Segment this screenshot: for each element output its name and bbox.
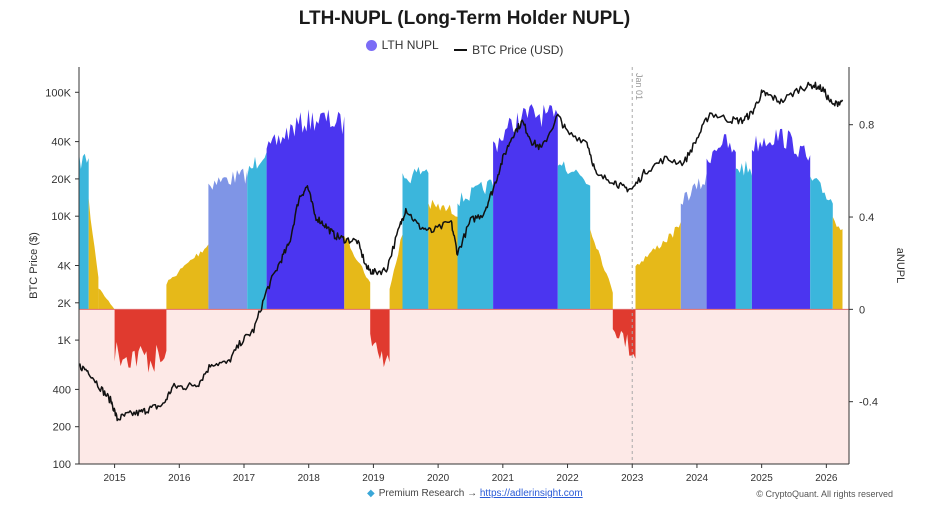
diamond-icon: ◆	[367, 488, 375, 499]
left-tick-label: 1K	[58, 335, 72, 347]
left-tick-label: 10K	[51, 211, 71, 223]
nupl-segment-optimism	[810, 176, 833, 310]
x-tick-label: 2019	[362, 473, 385, 484]
x-tick-label: 2021	[492, 473, 515, 484]
nupl-segment-hope_fear	[832, 216, 843, 310]
nupl-segment-hope_fear	[389, 234, 403, 310]
left-tick-label: 4K	[58, 261, 72, 273]
x-tick-label: 2026	[815, 473, 838, 484]
x-tick-label: 2015	[103, 473, 126, 484]
right-tick-label: 0.8	[859, 120, 874, 132]
nupl-segment-optimism	[735, 160, 752, 310]
right-tick-label: 0.4	[859, 212, 874, 224]
nupl-segment-euphoria	[266, 109, 345, 310]
legend-label-lth-nupl: LTH NUPL	[381, 38, 439, 52]
nupl-segment-euphoria	[493, 104, 558, 310]
nupl-segment-hope_fear	[590, 229, 613, 310]
nupl-segment-euphoria	[751, 128, 811, 310]
x-tick-label: 2020	[427, 473, 450, 484]
nupl-segment-optimism	[402, 166, 429, 310]
promo-footer: ◆ Premium Research → https://adlerinsight…	[367, 488, 583, 499]
x-tick-label: 2017	[233, 473, 256, 484]
nupl-segment-capitulation	[612, 309, 636, 359]
nupl-segment-euphoria	[706, 134, 736, 310]
nupl-segment-hope_fear	[428, 199, 458, 310]
x-tick-label: 2016	[168, 473, 191, 484]
left-tick-label: 200	[53, 422, 71, 434]
nupl-segment-hope_fear	[635, 221, 681, 310]
x-tick-label: 2018	[298, 473, 321, 484]
left-tick-label: 400	[53, 384, 71, 396]
nupl-segment-optimism	[79, 152, 89, 310]
nupl-segment-hope_fear	[98, 288, 115, 310]
nupl-segment-hope_fear	[88, 198, 99, 310]
x-tick-label: 2023	[621, 473, 644, 484]
nupl-segment-hope_fear	[344, 235, 371, 310]
legend-item-btc-price[interactable]: BTC Price (USD)	[454, 43, 563, 57]
promo-link[interactable]: https://adlerinsight.com	[479, 488, 583, 499]
nupl-segment-optimism	[247, 152, 267, 310]
x-tick-label: 2025	[751, 473, 774, 484]
nupl-segment-belief	[208, 168, 248, 310]
nupl-segment-optimism	[557, 161, 591, 310]
left-tick-label: 100K	[45, 87, 71, 99]
left-tick-label: 100	[53, 459, 71, 471]
legend-label-btc-price: BTC Price (USD)	[472, 42, 564, 57]
chart-title: LTH-NUPL (Long-Term Holder NUPL)	[298, 8, 631, 29]
legend-item-lth-nupl[interactable]: LTH NUPL	[365, 38, 439, 52]
legend-dot-icon	[365, 39, 377, 51]
negative-zone-background	[79, 309, 849, 464]
right-axis-title: aNUPL	[894, 248, 906, 283]
left-tick-label: 20K	[51, 174, 71, 186]
promo-text: Premium Research →	[378, 488, 478, 499]
copyright-text: © CryptoQuant. All rights reserved	[756, 489, 893, 499]
left-tick-label: 40K	[51, 137, 71, 149]
annotation-label: Jan 01	[634, 73, 644, 100]
nupl-segment-belief	[680, 173, 707, 310]
right-tick-label: -0.4	[859, 397, 878, 409]
legend-line-icon	[454, 48, 468, 51]
left-axis-title: BTC Price ($)	[28, 232, 40, 299]
x-tick-label: 2024	[686, 473, 709, 484]
nupl-segment-hope_fear	[166, 244, 209, 310]
btc-price-line	[78, 81, 844, 422]
right-tick-label: 0	[859, 304, 865, 316]
nupl-segment-capitulation	[370, 309, 390, 368]
x-tick-label: 2022	[556, 473, 579, 484]
left-tick-label: 2K	[58, 298, 72, 310]
nupl-segment-capitulation	[114, 309, 167, 373]
nupl-segment-optimism	[457, 179, 494, 310]
chart-legend: LTH NUPL BTC Price (USD)	[0, 38, 929, 57]
